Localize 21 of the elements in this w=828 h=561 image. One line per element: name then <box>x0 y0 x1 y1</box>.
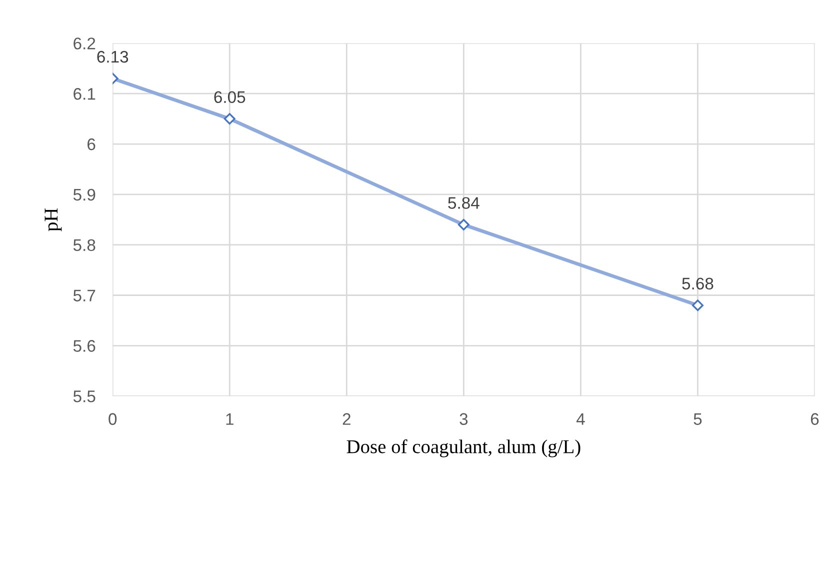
y-tick-label: 5.6 <box>73 340 96 352</box>
x-tick-label: 3 <box>460 413 468 425</box>
data-label: 6.13 <box>97 50 128 63</box>
data-label: 5.68 <box>682 278 714 290</box>
x-tick-label: 1 <box>226 413 234 425</box>
y-tick-label: 5.5 <box>73 390 96 402</box>
y-tick-label: 5.9 <box>73 188 96 201</box>
y-tick-label: 6.1 <box>74 88 96 100</box>
y-tick-label: 6 <box>88 138 96 150</box>
y-tick-label: 5.8 <box>73 239 96 252</box>
data-label: 5.84 <box>448 197 480 209</box>
y-tick-label: 6.2 <box>74 38 96 50</box>
x-tick-label: 5 <box>694 413 702 425</box>
y-tick-label: 5.7 <box>73 290 96 302</box>
x-tick-label: 6 <box>810 413 819 425</box>
x-tick-label: 2 <box>342 413 350 425</box>
x-tick-label: 0 <box>108 413 117 425</box>
data-label: 6.05 <box>214 91 246 104</box>
y-axis-title: pH <box>44 208 62 232</box>
x-tick-label: 4 <box>576 413 585 425</box>
x-axis-title: Dose of coagulant, alum (g/L) <box>346 439 580 458</box>
